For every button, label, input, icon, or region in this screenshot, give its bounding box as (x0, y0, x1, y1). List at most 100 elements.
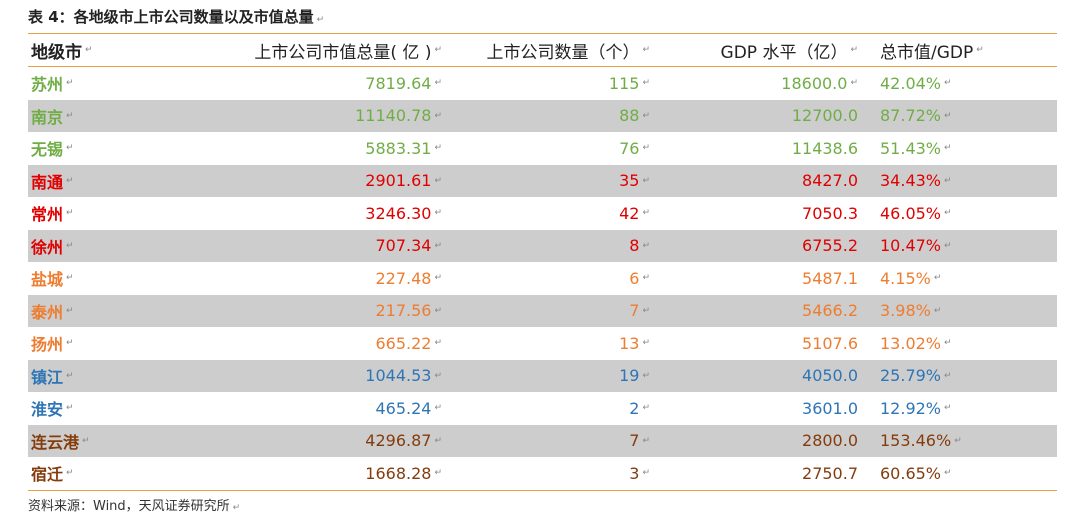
cell-city-text: 连云港 (31, 432, 80, 452)
cell-gdp: 12700.0 (792, 100, 858, 133)
cell-market-value-text: 465.24 (375, 398, 432, 418)
paragraph-mark-icon: ↵ (944, 468, 952, 479)
cell-city-text: 南通 (31, 172, 64, 192)
paragraph-mark-icon: ↵ (66, 338, 74, 349)
paragraph-mark-icon: ↵ (66, 273, 74, 284)
cell-count: 2 ↵ (629, 392, 650, 425)
cell-gdp-text: 2750.7 (802, 463, 858, 483)
cell-count: 7 ↵ (629, 425, 650, 458)
cell-city-text: 宿迁 (31, 465, 64, 485)
paragraph-mark-icon: ↵ (434, 78, 442, 89)
header-gdp: GDP 水平（亿） ↵ (721, 34, 858, 66)
cell-count-text: 35 (619, 171, 640, 191)
paragraph-mark-icon: ↵ (944, 143, 952, 154)
cell-city: 扬州 ↵ (31, 327, 74, 360)
cell-ratio: 153.46% ↵ (880, 425, 962, 458)
cell-market-value: 2901.61 ↵ (365, 165, 442, 198)
cell-gdp: 5107.6 (802, 327, 858, 360)
cell-gdp: 6755.2 (802, 230, 858, 263)
cell-count: 7 ↵ (629, 295, 650, 328)
cell-gdp-text: 2800.0 (802, 431, 858, 451)
cell-ratio-text: 13.02% (880, 333, 942, 353)
paragraph-mark-icon: ↵ (66, 240, 74, 251)
cell-count: 42 ↵ (619, 197, 650, 230)
cell-count-text: 8 (629, 236, 640, 256)
cell-city-text: 常州 (31, 205, 64, 225)
paragraph-mark-icon: ↵ (434, 305, 442, 316)
cell-city-text: 无锡 (31, 140, 64, 160)
table-caption-text: 表 4：各地级市上市公司数量以及市值总量 (28, 8, 314, 26)
cell-count: 35 ↵ (619, 165, 650, 198)
cell-ratio-text: 42.04% (880, 73, 942, 93)
table-row: 宿迁 ↵ 1668.28 ↵ 3 ↵ 2750.7 60.65% ↵ (28, 457, 1057, 491)
cell-city: 常州 ↵ (31, 197, 74, 230)
cell-city-text: 盐城 (31, 270, 64, 290)
cell-ratio: 46.05% ↵ (880, 197, 952, 230)
cell-ratio-text: 51.43% (880, 138, 942, 158)
paragraph-mark-icon: ↵ (66, 468, 74, 479)
paragraph-mark-icon: ↵ (933, 273, 942, 284)
cell-market-value: 707.34 ↵ (375, 230, 442, 263)
paragraph-mark-icon: ↵ (434, 403, 442, 414)
cell-ratio: 3.98% ↵ (880, 295, 941, 328)
cell-count-text: 7 (629, 301, 640, 321)
paragraph-mark-icon: ↵ (850, 78, 858, 89)
cell-ratio-text: 46.05% (880, 203, 942, 223)
cell-ratio: 87.72% ↵ (880, 100, 952, 133)
table-row: 连云港 ↵ 4296.87 ↵ 7 ↵ 2800.0 153.46% ↵ (28, 424, 1057, 458)
cell-gdp-text: 6755.2 (802, 236, 858, 256)
cell-market-value-text: 3246.30 (365, 203, 432, 223)
cell-count: 115 ↵ (609, 67, 650, 100)
cell-market-value: 7819.64 ↵ (365, 67, 442, 100)
cell-city-text: 南京 (31, 107, 64, 127)
cell-city: 淮安 ↵ (31, 392, 74, 425)
cell-ratio: 34.43% ↵ (880, 165, 952, 198)
paragraph-mark-icon: ↵ (976, 45, 984, 55)
paragraph-mark-icon: ↵ (82, 435, 90, 446)
cell-count-text: 2 (629, 398, 640, 418)
data-table: 地级市 ↵ 上市公司市值总量( 亿 ) ↵ 上市公司数量（个） ↵ GDP 水平（亿）… (28, 33, 1057, 491)
cell-city: 镇江 ↵ (31, 360, 74, 393)
paragraph-mark-icon: ↵ (850, 45, 858, 55)
cell-gdp-text: 5466.2 (802, 301, 858, 321)
cell-ratio-text: 34.43% (880, 171, 942, 191)
cell-gdp: 18600.0 ↵ (781, 67, 858, 100)
cell-city: 徐州 ↵ (31, 230, 74, 263)
cell-count: 13 ↵ (619, 327, 650, 360)
cell-gdp: 7050.3 (802, 197, 858, 230)
header-ratio-label: 总市值/GDP (880, 42, 974, 63)
table-row: 无锡 ↵ 5883.31 ↵ 76 ↵ 11438.6 51.43% ↵ (28, 132, 1057, 165)
paragraph-mark-icon: ↵ (85, 45, 93, 55)
cell-city: 宿迁 ↵ (31, 457, 74, 490)
cell-market-value-text: 217.56 (375, 301, 432, 321)
cell-market-value-text: 707.34 (375, 236, 432, 256)
header-market-value-label: 上市公司市值总量( 亿 ) (254, 42, 432, 63)
paragraph-mark-icon: ↵ (642, 208, 650, 219)
paragraph-mark-icon: ↵ (232, 503, 241, 513)
table-caption: 表 4：各地级市上市公司数量以及市值总量 ↵ (28, 6, 324, 27)
header-city-label: 地级市 (31, 42, 82, 63)
paragraph-mark-icon: ↵ (642, 370, 650, 381)
paragraph-mark-icon: ↵ (933, 305, 942, 316)
cell-gdp-text: 5107.6 (802, 333, 858, 353)
paragraph-mark-icon: ↵ (642, 435, 650, 446)
cell-gdp-text: 12700.0 (791, 106, 858, 126)
cell-city: 连云港 ↵ (31, 425, 90, 458)
cell-market-value-text: 2901.61 (365, 171, 432, 191)
cell-ratio-text: 4.15% (880, 268, 931, 288)
source-note-text: 资料来源：Wind，天风证券研究所 (28, 499, 230, 514)
header-city: 地级市 ↵ (31, 34, 93, 66)
cell-market-value: 5883.31 ↵ (365, 132, 442, 165)
cell-market-value: 217.56 ↵ (375, 295, 442, 328)
paragraph-mark-icon: ↵ (944, 78, 952, 89)
cell-gdp-text: 8427.0 (802, 171, 858, 191)
cell-ratio-text: 10.47% (880, 236, 942, 256)
cell-market-value: 11140.78 ↵ (355, 100, 442, 133)
cell-ratio-text: 153.46% (880, 431, 952, 451)
header-count-label: 上市公司数量（个） (486, 42, 640, 63)
cell-ratio: 13.02% ↵ (880, 327, 952, 360)
cell-gdp: 8427.0 (802, 165, 858, 198)
cell-gdp-text: 11438.6 (791, 138, 858, 158)
cell-city: 苏州 ↵ (31, 67, 74, 100)
cell-gdp: 11438.6 (792, 132, 858, 165)
